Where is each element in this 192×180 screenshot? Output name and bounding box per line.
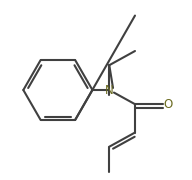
Text: N: N [105,84,114,96]
Text: O: O [163,98,172,111]
